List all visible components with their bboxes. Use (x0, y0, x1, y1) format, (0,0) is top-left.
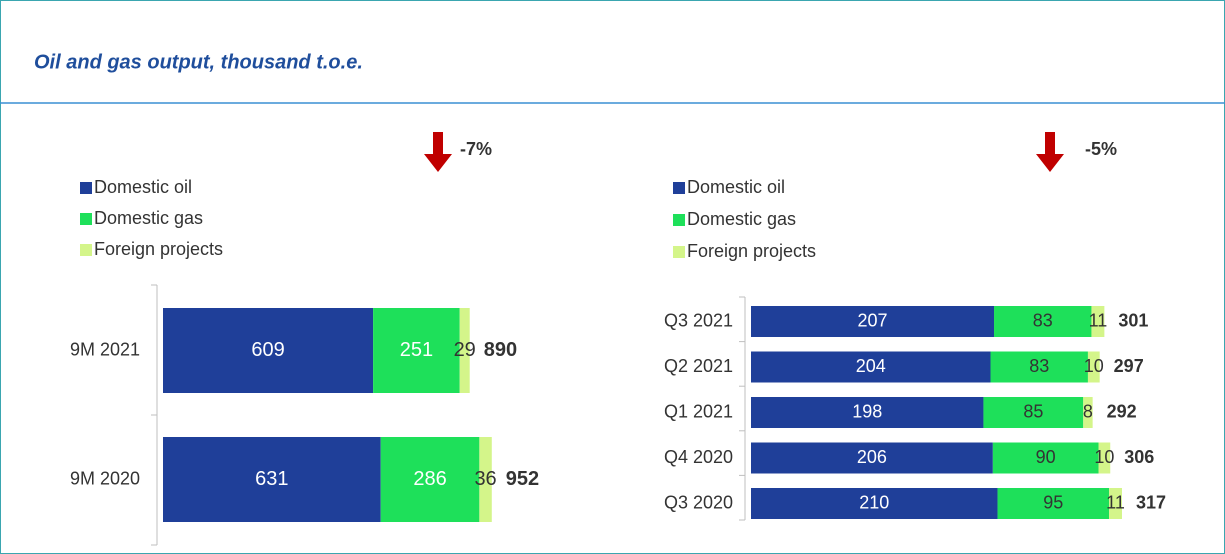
category-label: 9M 2020 (70, 468, 140, 488)
segment-label: 286 (413, 468, 446, 490)
bar-segment (751, 397, 984, 428)
segment-label: 198 (852, 401, 882, 421)
bar-segment (751, 488, 998, 519)
category-label: Q2 2021 (664, 356, 733, 376)
category-label: Q4 2020 (664, 447, 733, 467)
bar-segment (1109, 488, 1122, 519)
category-label: Q1 2021 (664, 401, 733, 421)
bar-segment (990, 351, 1088, 383)
total-label: 292 (1107, 401, 1137, 421)
legend-label: Domestic gas (687, 209, 796, 229)
total-label: 297 (1114, 356, 1144, 376)
bar-segment (373, 308, 460, 393)
segment-label: 609 (251, 339, 284, 361)
segment-label: 83 (1029, 356, 1049, 376)
legend-label: Foreign projects (94, 239, 223, 259)
total-label: 890 (484, 339, 517, 361)
segment-label: 29 (454, 339, 476, 361)
segment-label: 8 (1083, 401, 1093, 421)
bar-segment (380, 437, 480, 522)
total-label: 306 (1124, 447, 1154, 467)
down-arrow (1036, 132, 1064, 172)
bar-segment (751, 351, 991, 383)
segment-label: 83 (1033, 310, 1053, 330)
legend-swatch (673, 182, 685, 194)
legend-label: Domestic oil (94, 177, 192, 197)
legend-label: Domestic gas (94, 208, 203, 228)
segment-label: 251 (400, 339, 433, 361)
legend-label: Foreign projects (687, 241, 816, 261)
change-annotation: -7% (460, 139, 492, 159)
total-label: 317 (1136, 492, 1166, 512)
legend-swatch (80, 213, 92, 225)
segment-label: 95 (1043, 492, 1063, 512)
bar-segment (163, 308, 374, 393)
total-label: 301 (1118, 310, 1148, 330)
bar-segment (1091, 306, 1105, 337)
segment-label: 206 (857, 447, 887, 467)
bar-segment (997, 488, 1110, 519)
segment-label: 631 (255, 468, 288, 490)
legend-swatch (80, 182, 92, 194)
change-annotation: -5% (1085, 139, 1117, 159)
bar-segment (992, 442, 1099, 474)
bar-segment (479, 437, 492, 522)
segment-label: 11 (1106, 492, 1125, 512)
bar-segment (751, 306, 995, 337)
segment-label: 85 (1023, 401, 1043, 421)
segment-label: 10 (1084, 356, 1104, 376)
segment-label: 210 (859, 492, 889, 512)
bar-segment (1098, 442, 1111, 474)
down-arrow (424, 132, 452, 172)
segment-label: 36 (474, 468, 496, 490)
bar-segment (163, 437, 381, 522)
segment-label: 207 (857, 310, 887, 330)
legend-label: Domestic oil (687, 177, 785, 197)
segment-label: 90 (1036, 447, 1056, 467)
legend-swatch (80, 244, 92, 256)
bar-segment (459, 308, 470, 393)
category-label: Q3 2020 (664, 492, 733, 512)
segment-label: 11 (1089, 310, 1108, 330)
bar-segment (1083, 397, 1093, 428)
bar-segment (983, 397, 1084, 428)
segment-label: 204 (856, 356, 886, 376)
page-title: Oil and gas output, thousand t.o.e. (34, 51, 363, 73)
category-label: 9M 2021 (70, 339, 140, 359)
segment-label: 10 (1094, 447, 1114, 467)
legend-swatch (673, 214, 685, 226)
legend-swatch (673, 246, 685, 258)
total-label: 952 (506, 468, 539, 490)
bar-segment (994, 306, 1092, 337)
bar-segment (1087, 351, 1100, 383)
bar-segment (751, 442, 993, 474)
category-label: Q3 2021 (664, 310, 733, 330)
